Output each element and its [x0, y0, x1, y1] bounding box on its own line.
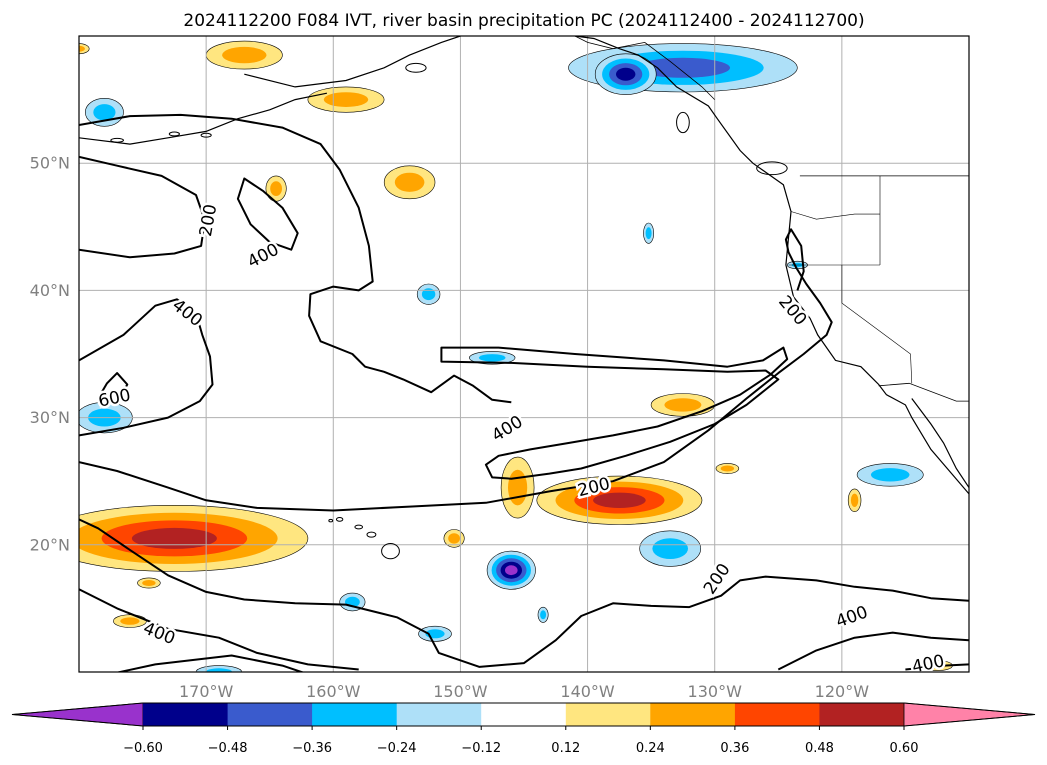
island-2 — [354, 524, 364, 530]
coastlines — [79, 36, 969, 560]
ivt-contour-lines — [79, 113, 969, 672]
colorbar-tick-label-1: −0.48 — [208, 741, 248, 756]
precip-pc-blob-22-level-1 — [478, 354, 506, 362]
map-frame — [78, 35, 970, 673]
colorbar-segment-3 — [312, 703, 398, 726]
x-tick-label-1: 160°W — [306, 682, 361, 701]
y-tick-label-2: 40°N — [30, 281, 70, 300]
colorbar-tick-label-7: 0.36 — [720, 741, 749, 756]
precip-pc-blob-1-level-3 — [593, 492, 646, 508]
island-5 — [200, 132, 212, 138]
precip-pc-fill-layer — [79, 40, 953, 672]
precip-pc-blob-16-level-3 — [616, 67, 636, 81]
precip-pc-blob-7-level-1 — [270, 181, 282, 197]
colorbar-segment-7 — [650, 703, 736, 726]
ivt-contour-9 — [777, 631, 969, 671]
x-tick-labels: 170°W 160°W 150°W 140°W 130°W 120°W — [179, 682, 869, 701]
border-canada-alaska — [574, 36, 715, 100]
precip-pc-blob-9-level-1 — [850, 493, 859, 507]
y-tick-label-3: 50°N — [30, 154, 70, 173]
colorbar-tick-label-6: 0.24 — [636, 741, 665, 756]
colorbar-segment-9 — [819, 703, 905, 726]
precip-pc-blob-19-level-1 — [870, 468, 910, 482]
island-1 — [366, 531, 377, 538]
x-tick-label-0: 170°W — [179, 682, 234, 701]
precip-pc-blob-23-level-1 — [421, 288, 436, 301]
coast-north-america-west — [574, 36, 969, 495]
colorbar-segment-2 — [227, 703, 313, 726]
precip-pc-blob-0-level-3 — [131, 527, 217, 549]
border-us-mexico — [878, 382, 969, 402]
colorbar-tick-label-0: −0.60 — [123, 741, 163, 756]
colorbar-segment-1 — [143, 703, 229, 726]
state-ca-nv — [841, 265, 913, 384]
x-tick-label-2: 150°W — [433, 682, 488, 701]
colorbar-segment-6 — [565, 703, 651, 726]
colorbar-tick-label-9: 0.60 — [890, 741, 919, 756]
precip-pc-blob-4-level-1 — [323, 92, 369, 107]
colorbar-segment-8 — [734, 703, 820, 726]
coast-aleutians — [79, 92, 328, 145]
ivt-contour-11 — [440, 346, 789, 480]
chart-title: 2024112200 F084 IVT, river basin precipi… — [183, 11, 864, 31]
precip-pc-blob-12-level-1 — [720, 465, 735, 472]
colorbar-tick-label-8: 0.48 — [805, 741, 834, 756]
ivt-contour-8 — [115, 654, 305, 672]
y-tick-label-1: 30°N — [30, 408, 70, 427]
coast-alaska-south — [244, 36, 461, 88]
colorbar-tick-label-3: −0.24 — [377, 741, 417, 756]
island-9 — [676, 111, 690, 134]
precip-pc-blob-5-level-1 — [222, 46, 267, 64]
ivt-contour-7 — [79, 588, 359, 671]
ivt-contour-5 — [79, 228, 833, 512]
colorbar-extend-high — [903, 702, 1036, 727]
precip-pc-blob-25-level-1 — [540, 610, 547, 620]
ivt-contour-4 — [236, 177, 299, 251]
colorbar-extend-low — [11, 702, 144, 727]
island-0 — [381, 543, 400, 560]
precip-pc-blob-15-level-2 — [635, 57, 731, 78]
precip-pc-blob-3-level-1 — [664, 398, 702, 412]
x-tick-label-5: 120°W — [815, 682, 870, 701]
island-7 — [110, 137, 125, 143]
colorbar: −0.60 −0.48 −0.36 −0.24 −0.12 0.12 0.24 0.36 0.4… — [11, 702, 1036, 756]
state-or-wa — [790, 211, 880, 220]
colorbar-tick-label-5: 0.12 — [551, 741, 580, 756]
ivt-contour-0 — [79, 113, 512, 404]
coast-baja-gulf — [911, 398, 969, 488]
ivt-contour-6 — [79, 518, 969, 668]
colorbar-tick-label-4: −0.12 — [461, 741, 501, 756]
x-tick-label-4: 130°W — [688, 682, 743, 701]
colorbar-tick-label-2: −0.36 — [292, 741, 332, 756]
precip-pc-blob-24-level-1 — [645, 227, 652, 240]
colorbar-segment-4 — [396, 703, 482, 726]
precip-pc-blob-17-level-4 — [505, 565, 518, 576]
y-tick-labels: 20°N 30°N 40°N 50°N — [30, 154, 70, 555]
x-tick-label-3: 140°W — [560, 682, 615, 701]
ivt-contour-3 — [97, 372, 129, 404]
precip-pc-blob-28-level-1 — [205, 668, 233, 672]
gridlines — [79, 36, 969, 672]
ivt-contour-2 — [79, 298, 214, 437]
precip-pc-blob-2-level-1 — [507, 469, 528, 506]
precip-pc-blob-10-level-1 — [142, 580, 156, 586]
ivt-contour-1 — [79, 155, 206, 259]
precip-pc-blob-18-level-1 — [652, 538, 688, 559]
island-4 — [328, 518, 334, 523]
precip-pc-blob-6-level-1 — [394, 172, 425, 192]
y-tick-label-0: 20°N — [30, 535, 70, 554]
island-6 — [168, 131, 180, 137]
ivt-contour-10 — [905, 663, 969, 671]
island-10 — [756, 161, 788, 176]
precip-pc-blob-8-level-1 — [448, 533, 460, 544]
island-3 — [335, 516, 344, 522]
colorbar-segment-5 — [481, 703, 567, 726]
island-8 — [405, 62, 427, 73]
precip-pc-blob-13-level-1 — [79, 45, 85, 52]
precip-pc-blob-11-level-1 — [120, 617, 140, 625]
precip-pc-blob-20-level-1 — [93, 104, 116, 121]
